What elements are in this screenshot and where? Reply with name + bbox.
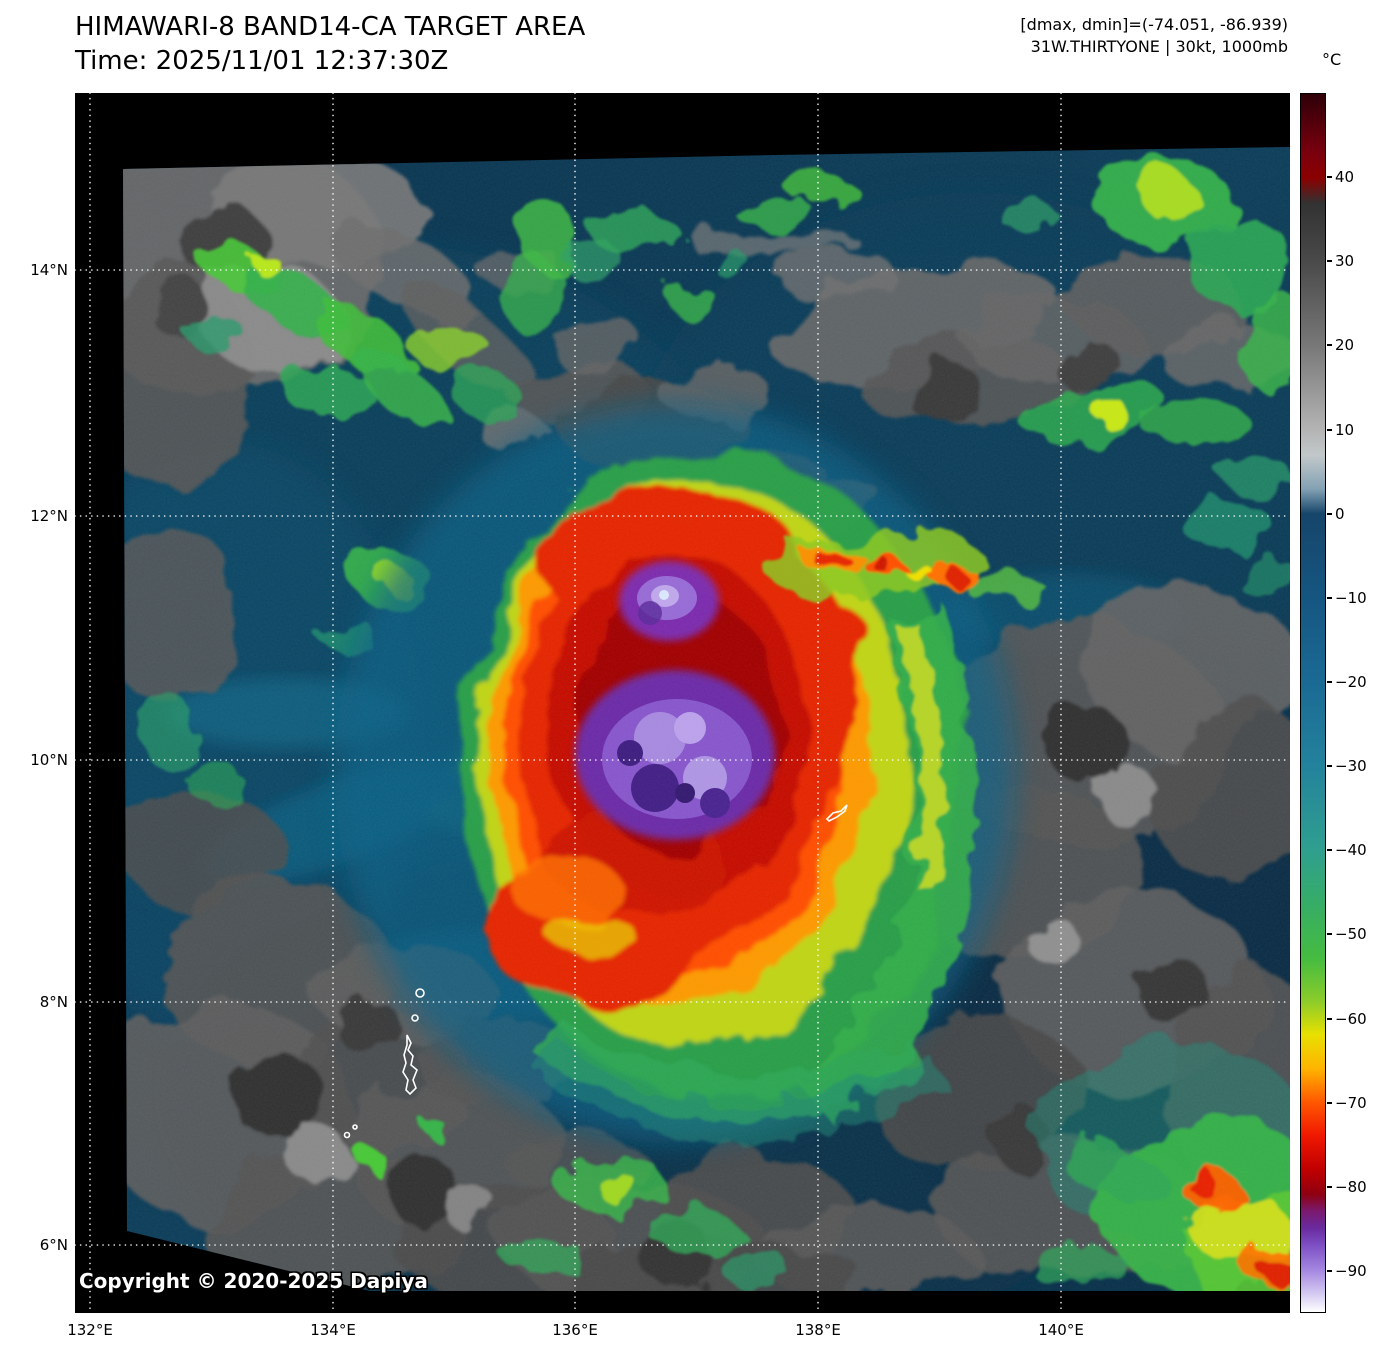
satellite-image [75,93,1290,1313]
colorbar-tick-label: −60 [1335,1010,1367,1028]
colorbar-tick-label: −10 [1335,589,1367,607]
lat-tick-label: 14°N [30,261,68,279]
colorbar-tick-mark [1327,1102,1332,1104]
graticule [75,93,1290,1313]
colorbar-tick-mark [1327,597,1332,599]
colorbar-tick-mark [1327,344,1332,346]
figure-title-block: HIMAWARI-8 BAND14-CA TARGET AREA Time: 20… [75,10,585,78]
colorbar [1300,93,1326,1313]
colorbar-tick-label: −70 [1335,1094,1367,1112]
colorbar-tick-mark [1327,429,1332,431]
lon-tick-label: 136°E [552,1321,598,1339]
colorbar-ticks: 40 30 20 10 0 −10 −20 −30 −40 −50 −60 −7… [1327,93,1387,1313]
timestamp: Time: 2025/11/01 12:37:30Z [75,46,449,76]
lat-tick-label: 10°N [30,751,68,769]
colorbar-tick-label: −30 [1335,757,1367,775]
colorbar-tick-label: −90 [1335,1262,1367,1280]
dmax-dmin-readout: [dmax, dmin]=(-74.051, -86.939) [1020,15,1288,34]
colorbar-tick-label: −40 [1335,841,1367,859]
colorbar-tick-label: −80 [1335,1178,1367,1196]
colorbar-tick-mark [1327,1270,1332,1272]
colorbar-tick-label: 40 [1335,168,1355,186]
colorbar-tick-mark [1327,765,1332,767]
colorbar-tick-mark [1327,1186,1332,1188]
colorbar-tick-label: 30 [1335,252,1355,270]
colorbar-tick-mark [1327,176,1332,178]
storm-info: 31W.THIRTYONE | 30kt, 1000mb [1030,37,1288,56]
colorbar-tick-mark [1327,681,1332,683]
page-title: HIMAWARI-8 BAND14-CA TARGET AREA [75,12,586,42]
lon-tick-label: 134°E [310,1321,356,1339]
colorbar-tick-label: −50 [1335,925,1367,943]
colorbar-tick-mark [1327,513,1332,515]
lat-tick-label: 12°N [30,507,68,525]
colorbar-tick-label: 20 [1335,336,1355,354]
satellite-swath [123,147,1290,1291]
lat-tick-label: 6°N [39,1236,68,1254]
lon-tick-label: 132°E [67,1321,113,1339]
coastlines [343,804,848,1139]
lon-tick-label: 138°E [795,1321,841,1339]
colorbar-gradient [1301,94,1325,1312]
lon-tick-label: 140°E [1038,1321,1084,1339]
colorbar-tick-mark [1327,933,1332,935]
copyright-watermark: Copyright © 2020-2025 Dapiya [79,1269,428,1293]
colorbar-unit: °C [1322,50,1342,69]
satellite-map: Copyright © 2020-2025 Dapiya [75,93,1290,1313]
colorbar-tick-mark [1327,260,1332,262]
storm-readout: [dmax, dmin]=(-74.051, -86.939) 31W.THIR… [1020,14,1288,58]
colorbar-tick-label: 10 [1335,421,1355,439]
colorbar-tick-label: 0 [1335,505,1345,523]
colorbar-tick-label: −20 [1335,673,1367,691]
colorbar-tick-mark [1327,1018,1332,1020]
noise-texture [123,147,1290,1291]
colorbar-tick-mark [1327,849,1332,851]
lat-tick-label: 8°N [39,993,68,1011]
